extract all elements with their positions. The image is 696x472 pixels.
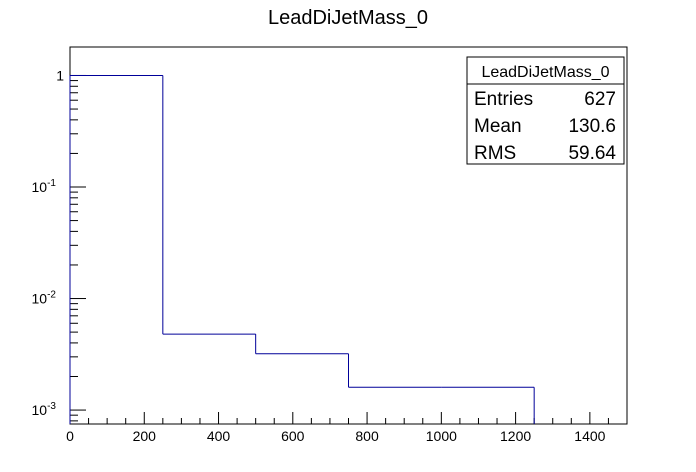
stats-row-value: 59.64 bbox=[568, 143, 616, 164]
y-tick-label: 10-3 bbox=[32, 401, 57, 418]
x-tick-label: 1000 bbox=[426, 428, 457, 444]
y-tick-label: 1 bbox=[56, 67, 64, 83]
x-tick-label: 1400 bbox=[574, 428, 605, 444]
stats-row-label: Mean bbox=[474, 116, 522, 137]
stats-box-frame bbox=[466, 56, 625, 165]
stats-row-value: 627 bbox=[584, 89, 616, 110]
x-tick-label: 600 bbox=[281, 428, 305, 444]
x-axis: 0 200 400 600 800 1000 1200 1400 bbox=[66, 412, 628, 444]
stats-row-label: Entries bbox=[474, 89, 533, 110]
chart-title: LeadDiJetMass_0 bbox=[268, 7, 428, 29]
x-tick-label: 800 bbox=[355, 428, 379, 444]
x-tick-label: 1200 bbox=[500, 428, 531, 444]
y-axis: 1 10-1 10-2 10-3 bbox=[32, 67, 86, 422]
stats-row-value: 130.6 bbox=[568, 116, 616, 137]
y-tick-label: 10-1 bbox=[32, 178, 57, 195]
stats-box-title: LeadDiJetMass_0 bbox=[481, 64, 609, 81]
histogram-bins bbox=[69, 74, 535, 424]
stats-row-label: RMS bbox=[474, 143, 516, 164]
x-tick-label: 0 bbox=[66, 428, 74, 444]
x-tick-label: 400 bbox=[207, 428, 231, 444]
y-tick-label: 10-2 bbox=[32, 290, 57, 307]
stats-box: LeadDiJetMass_0 Entries 627 Mean 130.6 RMS 59.… bbox=[466, 56, 625, 165]
x-tick-label: 200 bbox=[133, 428, 157, 444]
